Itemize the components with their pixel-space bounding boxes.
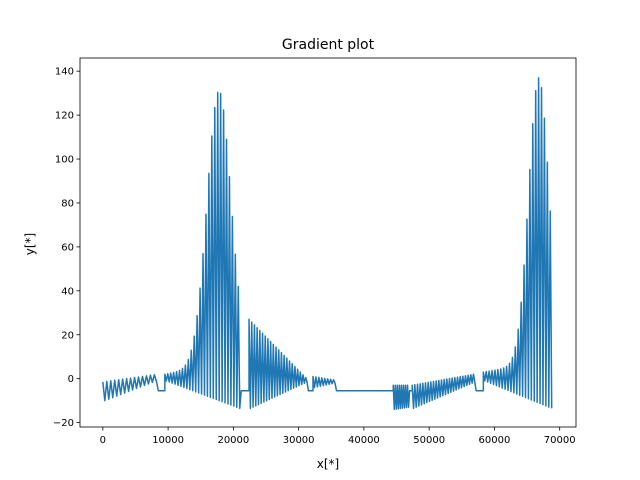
y-tick-label: 0 <box>68 374 74 385</box>
axes-frame <box>79 57 577 428</box>
x-tick-label: 10000 <box>152 435 184 446</box>
y-tick-label: 140 <box>55 67 74 78</box>
y-axis-label: y[*] <box>23 233 37 255</box>
x-tick-label: 20000 <box>217 435 249 446</box>
x-tick-label: 50000 <box>413 435 445 446</box>
axes: 0 10000 20000 30000 40000 50000 60000 70000 −20 0… <box>53 57 577 446</box>
y-tick-label: 20 <box>61 330 74 341</box>
x-tick-label: 30000 <box>283 435 315 446</box>
y-tick-label: 100 <box>55 155 74 166</box>
x-tick-label: 0 <box>100 435 106 446</box>
y-tick-label: 40 <box>61 286 74 297</box>
y-tick-label: −20 <box>53 418 74 429</box>
chart-title: Gradient plot <box>282 37 375 53</box>
x-tick-label: 40000 <box>348 435 380 446</box>
x-tick-label: 70000 <box>544 435 576 446</box>
y-tick-label: 120 <box>55 111 74 122</box>
data-series-line-1 <box>102 77 553 411</box>
plot-area <box>102 77 553 411</box>
y-tick-label: 60 <box>61 242 74 253</box>
y-tick-label: 80 <box>61 198 74 209</box>
x-axis-label: x[*] <box>317 457 339 471</box>
x-tick-label: 60000 <box>479 435 511 446</box>
